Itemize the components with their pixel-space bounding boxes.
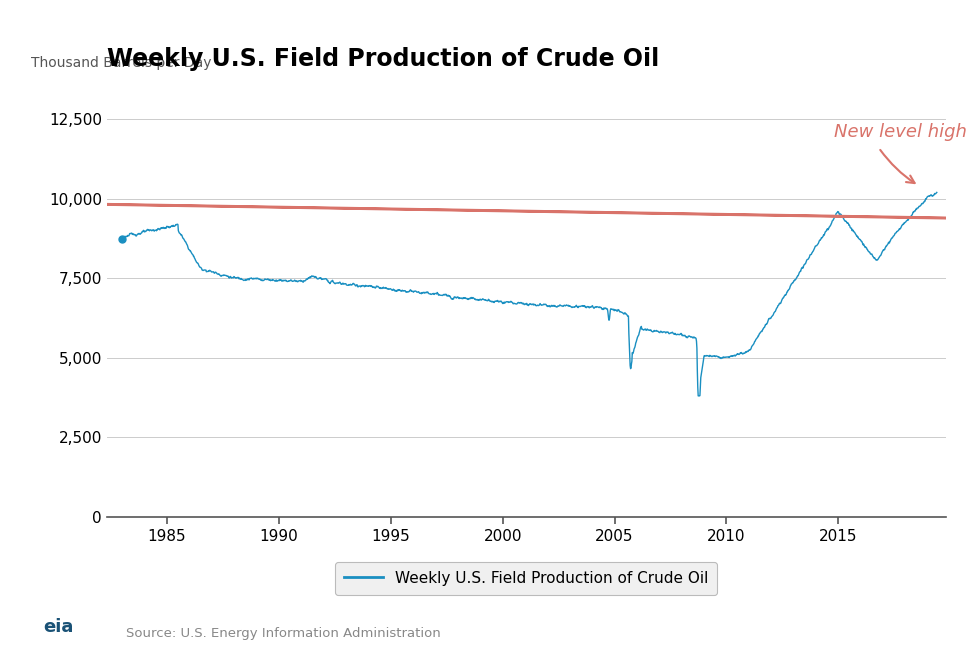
Text: Source: U.S. Energy Information Administration: Source: U.S. Energy Information Administ… xyxy=(126,627,440,640)
Text: Weekly U.S. Field Production of Crude Oil: Weekly U.S. Field Production of Crude Oi… xyxy=(107,47,658,71)
Text: New level high: New level high xyxy=(833,123,966,141)
Text: Thousand Barrels per Day: Thousand Barrels per Day xyxy=(31,56,211,70)
Text: eia: eia xyxy=(44,618,74,636)
Legend: Weekly U.S. Field Production of Crude Oil: Weekly U.S. Field Production of Crude Oi… xyxy=(335,561,716,595)
